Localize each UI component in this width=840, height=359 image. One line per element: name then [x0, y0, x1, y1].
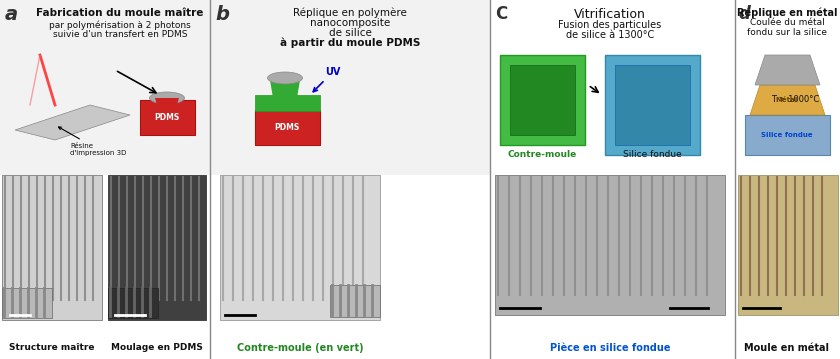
Text: UV: UV — [313, 67, 340, 92]
Bar — [738, 175, 838, 315]
Bar — [605, 55, 700, 155]
Text: Moule en métal: Moule en métal — [744, 343, 830, 353]
Text: à partir du moule PDMS: à partir du moule PDMS — [280, 38, 420, 48]
Text: Fabrication du moule maître: Fabrication du moule maître — [36, 8, 203, 18]
Bar — [140, 100, 195, 135]
Text: suivie d'un transfert en PDMS: suivie d'un transfert en PDMS — [53, 30, 187, 39]
Text: T > 1000°C: T > 1000°C — [771, 95, 819, 104]
Text: PDMS: PDMS — [155, 113, 180, 122]
Text: Silice fondue: Silice fondue — [622, 150, 681, 159]
Bar — [255, 110, 320, 145]
Text: Moulage en PDMS: Moulage en PDMS — [111, 343, 203, 352]
Text: fondu sur la silice: fondu sur la silice — [747, 28, 827, 37]
Bar — [210, 0, 490, 175]
Text: nanocomposite: nanocomposite — [310, 18, 390, 28]
Ellipse shape — [150, 92, 185, 104]
Bar — [2, 175, 102, 320]
Bar — [2, 288, 52, 318]
Text: Réplique en métal: Réplique en métal — [737, 8, 837, 19]
Bar — [615, 65, 690, 145]
Polygon shape — [15, 105, 130, 140]
Text: Contre-moule: Contre-moule — [507, 150, 576, 159]
Text: de silice: de silice — [328, 28, 371, 38]
Text: Silice fondue: Silice fondue — [761, 132, 813, 138]
Text: Pièce en silice fondue: Pièce en silice fondue — [549, 343, 670, 353]
Text: Métal: Métal — [776, 97, 798, 103]
Text: de silice à 1300°C: de silice à 1300°C — [566, 30, 654, 40]
Text: Fusion des particules: Fusion des particules — [559, 20, 662, 30]
Text: PDMS: PDMS — [275, 123, 300, 132]
Text: b: b — [215, 5, 229, 24]
Bar — [500, 55, 585, 145]
Polygon shape — [750, 85, 825, 115]
Bar — [735, 0, 840, 175]
Bar — [490, 0, 735, 175]
Polygon shape — [155, 98, 179, 115]
Text: Vitrification: Vitrification — [574, 8, 646, 21]
Polygon shape — [270, 80, 300, 110]
Bar — [220, 175, 380, 320]
Ellipse shape — [267, 72, 302, 84]
Bar — [108, 175, 206, 320]
Text: par polymérisation à 2 photons: par polymérisation à 2 photons — [49, 20, 191, 29]
Text: Coulée du métal: Coulée du métal — [749, 18, 824, 27]
Bar — [0, 0, 210, 175]
Bar — [330, 285, 380, 317]
Bar — [495, 175, 725, 315]
Text: Contre-moule (en vert): Contre-moule (en vert) — [237, 343, 364, 353]
Text: Structure maître: Structure maître — [9, 343, 95, 352]
Bar — [255, 95, 320, 111]
Text: a: a — [5, 5, 18, 24]
Bar — [510, 65, 575, 135]
Text: Réplique en polymère: Réplique en polymère — [293, 8, 407, 19]
Polygon shape — [755, 55, 820, 85]
Text: Résine
d'impression 3D: Résine d'impression 3D — [59, 127, 126, 156]
Text: C: C — [495, 5, 507, 23]
Bar — [108, 288, 158, 318]
Text: d: d — [738, 5, 750, 23]
Bar — [745, 115, 830, 155]
